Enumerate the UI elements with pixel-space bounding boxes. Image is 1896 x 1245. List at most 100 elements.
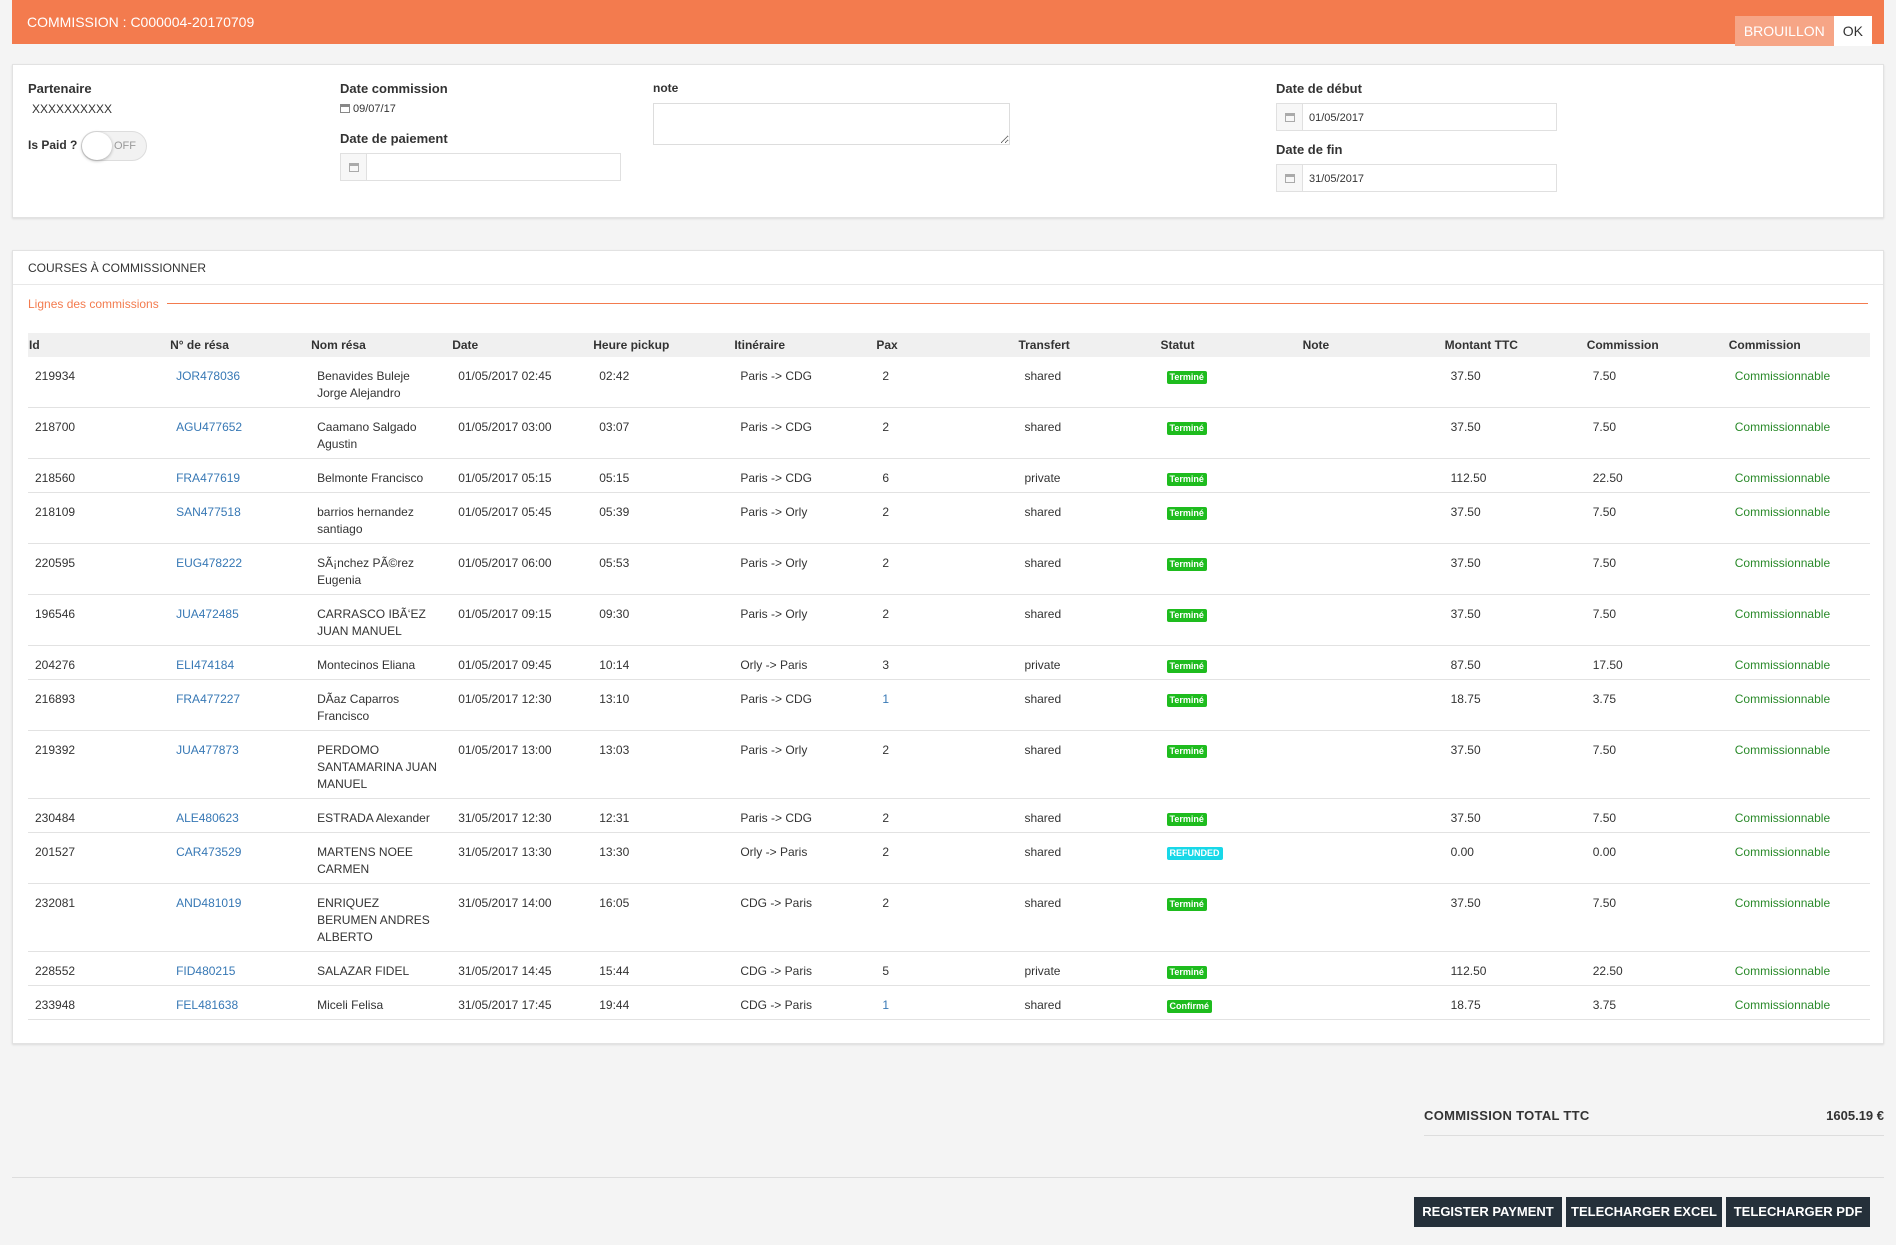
table-row[interactable]: 233948 FEL481638 Miceli Felisa 31/05/2017 1… bbox=[28, 985, 1870, 1020]
calendar-icon bbox=[340, 104, 350, 113]
cell-transfert: private bbox=[1017, 458, 1160, 493]
cell-pax: 2 bbox=[875, 594, 1018, 646]
section-header: Lignes des commissions bbox=[28, 295, 1868, 311]
cell-nom: Montecinos Eliana bbox=[310, 645, 452, 680]
cell-statut: Confirmé bbox=[1159, 985, 1302, 1020]
cell-statut: Terminé bbox=[1159, 492, 1302, 544]
register-payment-button[interactable]: REGISTER PAYMENT bbox=[1414, 1197, 1562, 1227]
status-badge: Terminé bbox=[1166, 898, 1207, 911]
cell-id: 218700 bbox=[28, 407, 170, 459]
cell-montant: 37.50 bbox=[1443, 594, 1586, 646]
cell-note bbox=[1301, 798, 1444, 833]
cell-montant: 0.00 bbox=[1443, 832, 1586, 884]
download-excel-button[interactable]: TELECHARGER EXCEL bbox=[1566, 1197, 1722, 1227]
reservation-link[interactable]: FRA477619 bbox=[169, 458, 311, 493]
reservation-link[interactable]: ALE480623 bbox=[169, 798, 311, 833]
date-commission-value: 09/07/17 bbox=[340, 103, 396, 115]
reservation-link[interactable]: SAN477518 bbox=[169, 492, 311, 544]
cell-commission: 7.50 bbox=[1585, 492, 1728, 544]
cell-pax: 2 bbox=[875, 543, 1018, 595]
cell-id: 228552 bbox=[28, 951, 170, 986]
cell-note bbox=[1301, 543, 1444, 595]
cell-transfert: shared bbox=[1017, 492, 1160, 544]
reservation-link[interactable]: JUA477873 bbox=[169, 730, 311, 799]
cell-heure: 16:05 bbox=[592, 883, 734, 952]
table-row[interactable]: 218700 AGU477652 Caamano Salgado Agustin 01… bbox=[28, 407, 1870, 459]
reservation-link[interactable]: FRA477227 bbox=[169, 679, 311, 731]
table-row[interactable]: 218109 SAN477518 barrios hernandez santiag… bbox=[28, 492, 1870, 544]
cell-heure: 15:44 bbox=[592, 951, 734, 986]
status-badge: Terminé bbox=[1166, 422, 1207, 435]
cell-date: 31/05/2017 14:45 bbox=[451, 951, 593, 986]
download-pdf-button[interactable]: TELECHARGER PDF bbox=[1726, 1197, 1870, 1227]
table-row[interactable]: 201527 CAR473529 MARTENS NOEE CARMEN 31/05/… bbox=[28, 832, 1870, 884]
cell-id: 218109 bbox=[28, 492, 170, 544]
table-row[interactable]: 219392 JUA477873 PERDOMO SANTAMARINA JUAN … bbox=[28, 730, 1870, 799]
cell-id: 201527 bbox=[28, 832, 170, 884]
cell-heure: 19:44 bbox=[592, 985, 734, 1020]
reservation-link[interactable]: FID480215 bbox=[169, 951, 311, 986]
cell-commission: 22.50 bbox=[1585, 951, 1728, 986]
reservation-link[interactable]: JUA472485 bbox=[169, 594, 311, 646]
cell-id: 232081 bbox=[28, 883, 170, 952]
cell-note bbox=[1301, 951, 1444, 986]
cell-id: 218560 bbox=[28, 458, 170, 493]
status-badge: Terminé bbox=[1166, 371, 1207, 384]
status-draft-button[interactable]: BROUILLON bbox=[1734, 16, 1834, 46]
note-textarea[interactable] bbox=[653, 103, 1010, 145]
table-row[interactable]: 196546 JUA472485 CARRASCO IBÃ‘EZ JUAN MANU… bbox=[28, 594, 1870, 646]
cell-id: 219934 bbox=[28, 357, 170, 408]
cell-note bbox=[1301, 730, 1444, 799]
reservation-link[interactable]: FEL481638 bbox=[169, 985, 311, 1020]
toggle-state: OFF bbox=[114, 140, 136, 152]
date-debut-input[interactable]: 01/05/2017 bbox=[1276, 103, 1557, 131]
top-header: COMMISSION : C000004-20170709 BROUILLON … bbox=[12, 0, 1884, 46]
cell-etat: Commissionnable bbox=[1727, 645, 1870, 680]
cell-pax: 5 bbox=[875, 951, 1018, 986]
status-ok-button[interactable]: OK bbox=[1833, 16, 1872, 46]
cell-pax: 2 bbox=[875, 730, 1018, 799]
cell-id: 204276 bbox=[28, 645, 170, 680]
table-row[interactable]: 216893 FRA477227 DÃaz Caparros Francisco 01… bbox=[28, 679, 1870, 731]
commission-form-panel: Partenaire XXXXXXXXXX Is Paid ? OFF Date… bbox=[12, 64, 1884, 218]
cell-etat: Commissionnable bbox=[1727, 730, 1870, 799]
cell-id: 220595 bbox=[28, 543, 170, 595]
status-badge: Terminé bbox=[1166, 507, 1207, 520]
cell-date: 01/05/2017 03:00 bbox=[451, 407, 593, 459]
cell-itin: Paris -> CDG bbox=[733, 798, 876, 833]
cell-heure: 10:14 bbox=[592, 645, 734, 680]
table-row[interactable]: 218560 FRA477619 Belmonte Francisco 01/05/2… bbox=[28, 458, 1870, 493]
cell-date: 01/05/2017 09:45 bbox=[451, 645, 593, 680]
cell-montant: 37.50 bbox=[1443, 357, 1586, 408]
date-paiement-input[interactable] bbox=[340, 153, 621, 181]
reservation-link[interactable]: ELI474184 bbox=[169, 645, 311, 680]
reservation-link[interactable]: EUG478222 bbox=[169, 543, 311, 595]
cell-date: 31/05/2017 14:00 bbox=[451, 883, 593, 952]
table-row[interactable]: 219934 JOR478036 Benavides Buleje Jorge Al… bbox=[28, 357, 1870, 408]
cell-note bbox=[1301, 594, 1444, 646]
date-fin-input[interactable]: 31/05/2017 bbox=[1276, 164, 1557, 192]
cell-transfert: shared bbox=[1017, 883, 1160, 952]
cell-statut: Terminé bbox=[1159, 951, 1302, 986]
cell-commission: 7.50 bbox=[1585, 798, 1728, 833]
cell-heure: 13:03 bbox=[592, 730, 734, 799]
cell-itin: Paris -> Orly bbox=[733, 594, 876, 646]
reservation-link[interactable]: AGU477652 bbox=[169, 407, 311, 459]
cell-statut: Terminé bbox=[1159, 798, 1302, 833]
reservation-link[interactable]: JOR478036 bbox=[169, 357, 311, 408]
cell-commission: 7.50 bbox=[1585, 543, 1728, 595]
reservation-link[interactable]: CAR473529 bbox=[169, 832, 311, 884]
is-paid-toggle[interactable]: OFF bbox=[81, 131, 147, 161]
table-row[interactable]: 232081 AND481019 ENRIQUEZ BERUMEN ANDRES A… bbox=[28, 883, 1870, 952]
table-row[interactable]: 230484 ALE480623 ESTRADA Alexander 31/05/20… bbox=[28, 798, 1870, 833]
cell-etat: Commissionnable bbox=[1727, 492, 1870, 544]
table-row[interactable]: 220595 EUG478222 SÃ¡nchez PÃ©rez Eugenia 01… bbox=[28, 543, 1870, 595]
table-row[interactable]: 228552 FID480215 SALAZAR FIDEL 31/05/2017 1… bbox=[28, 951, 1870, 986]
cell-heure: 13:10 bbox=[592, 679, 734, 731]
table-row[interactable]: 204276 ELI474184 Montecinos Eliana 01/05/20… bbox=[28, 645, 1870, 680]
cell-date: 31/05/2017 13:30 bbox=[451, 832, 593, 884]
total-label: COMMISSION TOTAL TTC bbox=[1424, 1108, 1590, 1123]
status-switch: BROUILLON OK bbox=[1734, 16, 1872, 46]
calendar-icon bbox=[1277, 104, 1303, 130]
reservation-link[interactable]: AND481019 bbox=[169, 883, 311, 952]
